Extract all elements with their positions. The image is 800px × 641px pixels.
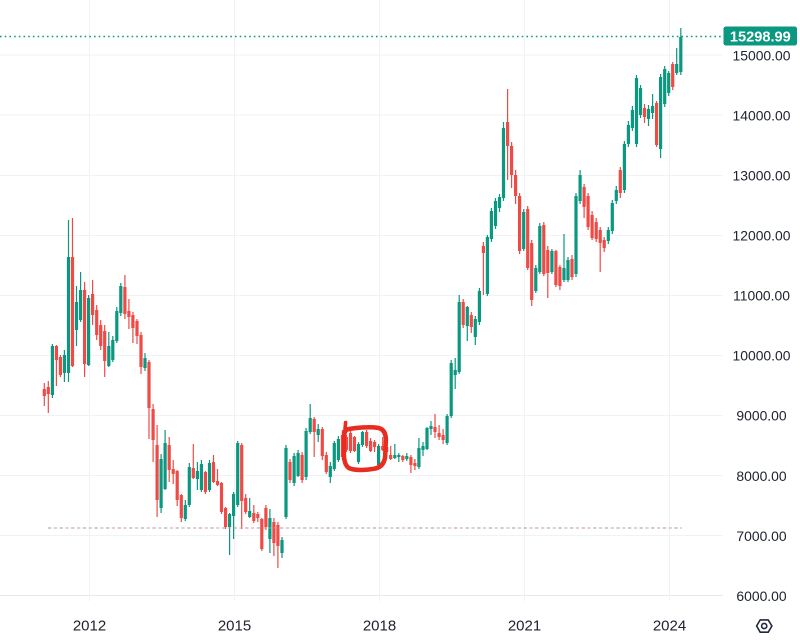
svg-text:2018: 2018 [363,618,396,635]
svg-text:11000.00: 11000.00 [733,288,790,304]
svg-text:9000.00: 9000.00 [736,408,786,424]
svg-text:10000.00: 10000.00 [733,348,791,364]
svg-text:15000.00: 15000.00 [733,47,791,63]
svg-text:8000.00: 8000.00 [736,468,786,484]
svg-text:2021: 2021 [508,618,541,635]
svg-text:2024: 2024 [653,618,686,635]
svg-text:7000.00: 7000.00 [736,528,786,544]
svg-text:13000.00: 13000.00 [733,168,791,184]
svg-text:15298.99: 15298.99 [730,29,791,45]
svg-text:6000.00: 6000.00 [736,588,786,604]
svg-text:2015: 2015 [218,618,251,635]
svg-text:2012: 2012 [73,618,106,635]
svg-text:12000.00: 12000.00 [733,228,791,244]
svg-text:14000.00: 14000.00 [733,107,791,123]
